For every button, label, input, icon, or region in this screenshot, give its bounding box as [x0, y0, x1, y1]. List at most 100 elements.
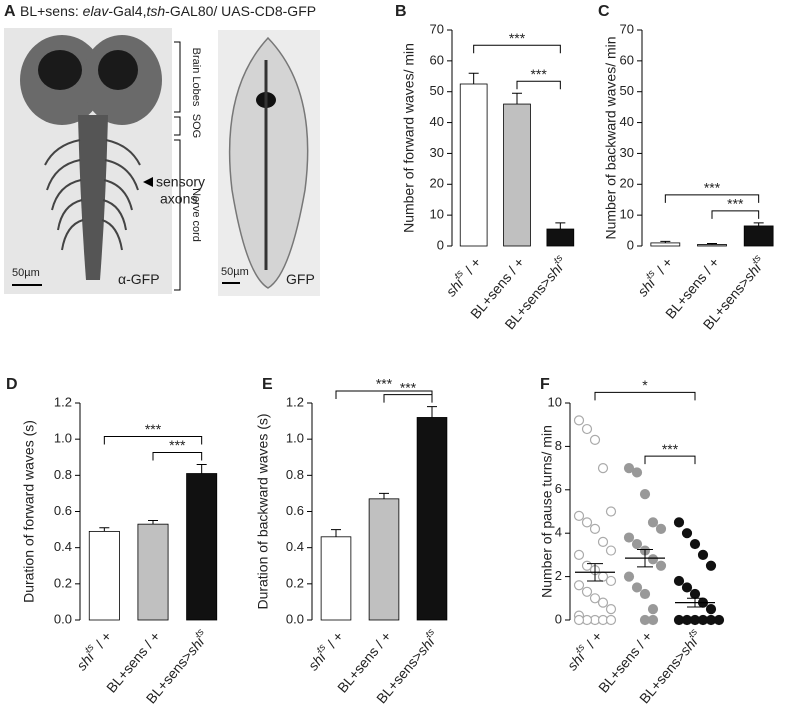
sem-bar	[687, 597, 703, 608]
data-point	[605, 575, 617, 587]
panel-letter: A	[4, 3, 16, 20]
bar	[459, 83, 488, 247]
error-bar	[196, 463, 207, 474]
y-tick-label: 40	[430, 114, 444, 129]
x-tick-label: shits / +	[303, 627, 346, 673]
bar	[743, 225, 774, 247]
data-point	[605, 506, 617, 517]
error-bar	[753, 222, 764, 226]
data-point	[673, 575, 685, 587]
bar	[697, 244, 727, 247]
y-tick-label: 50	[620, 83, 634, 98]
data-point	[573, 510, 585, 521]
arrow-label: axons	[160, 191, 197, 207]
y-tick-label: 0.6	[54, 503, 72, 518]
data-point	[623, 463, 635, 474]
y-tick-label: 1.2	[54, 394, 72, 409]
text-part: BL+sens>	[142, 648, 195, 707]
y-tick-label: 30	[430, 145, 444, 160]
data-point	[573, 415, 585, 426]
y-axis-label: Duration of forward waves (s)	[21, 420, 37, 603]
stain-label: GFP	[286, 271, 315, 287]
text-part: BL+sens>	[699, 274, 752, 333]
y-axis-label: Duration of backward waves (s)	[255, 413, 271, 609]
significance-label: ***	[530, 66, 547, 82]
data-point	[647, 554, 659, 565]
data-point	[589, 593, 601, 604]
region-label: Nerve cord	[190, 188, 202, 242]
panel-letter: D	[6, 376, 18, 393]
y-tick-label: 20	[430, 176, 444, 191]
significance-label: ***	[662, 441, 679, 457]
y-axis-label: Number of backward waves/ min	[603, 36, 619, 239]
stain-label: α-GFP	[118, 271, 160, 287]
significance-bracket	[644, 455, 696, 465]
arrow-label: sensory	[156, 174, 205, 190]
y-tick-label: 60	[430, 52, 444, 67]
significance-bracket	[711, 210, 760, 219]
y-tick-label: 60	[620, 52, 634, 67]
significance-label: *	[642, 377, 648, 393]
x-tick-label: shits / +	[633, 253, 676, 299]
data-point	[631, 538, 643, 550]
significance-bracket	[516, 80, 561, 90]
y-tick-label: 0.6	[286, 503, 304, 518]
error-bar	[148, 520, 158, 525]
bar	[186, 473, 218, 621]
y-tick-label: 10	[548, 394, 562, 409]
y-tick-label: 1.2	[286, 394, 304, 409]
error-bar	[379, 492, 389, 499]
bar	[503, 103, 531, 247]
data-point	[573, 580, 585, 591]
significance-bracket	[594, 391, 696, 401]
significance-label: ***	[727, 196, 744, 212]
data-point	[655, 560, 667, 571]
arrowhead	[143, 177, 153, 187]
data-point	[647, 517, 659, 528]
text-part: -GAL80/ UAS-CD8-GFP	[165, 3, 316, 19]
y-axis-label: Number of pause turns/ min	[539, 425, 555, 598]
data-point	[639, 588, 651, 600]
data-point	[589, 434, 601, 445]
data-point	[631, 582, 643, 593]
significance-bracket	[664, 194, 760, 203]
bar	[650, 242, 681, 247]
bar	[416, 417, 448, 621]
y-tick-label: 0.0	[286, 611, 304, 626]
data-point	[597, 597, 609, 608]
significance-bracket	[152, 451, 203, 461]
scale-label: 50µm	[12, 267, 40, 279]
data-point	[697, 549, 709, 561]
significance-label: ***	[376, 376, 393, 392]
x-tick-label: shits / +	[72, 627, 115, 673]
y-tick-label: 1.0	[286, 431, 304, 446]
y-tick-label: 20	[620, 176, 634, 191]
bar	[88, 530, 120, 621]
data-point	[581, 586, 593, 597]
data-point	[597, 463, 609, 474]
significance-label: ***	[704, 180, 721, 196]
y-tick-label: 8	[555, 438, 562, 453]
micrograph-left	[4, 28, 172, 294]
significance-bracket	[473, 44, 561, 54]
y-tick-label: 0.0	[54, 611, 72, 626]
error-bar	[99, 527, 110, 532]
sem-bar	[587, 563, 603, 582]
data-point	[597, 536, 609, 547]
scale-label: 50µm	[221, 266, 249, 278]
data-point	[623, 571, 635, 582]
error-bar	[468, 72, 479, 84]
error-bar	[660, 240, 671, 243]
data-point	[673, 517, 685, 528]
y-tick-label: 0.4	[286, 539, 304, 554]
data-point	[631, 467, 643, 478]
sem-bar	[637, 548, 653, 568]
data-point	[639, 489, 651, 500]
y-tick-label: 0.8	[286, 467, 304, 482]
text-part: BL+sens>	[636, 648, 689, 707]
bar	[546, 228, 575, 247]
panel-letter: C	[598, 3, 610, 20]
text-part: tsh	[146, 3, 165, 19]
y-tick-label: 30	[620, 145, 634, 160]
